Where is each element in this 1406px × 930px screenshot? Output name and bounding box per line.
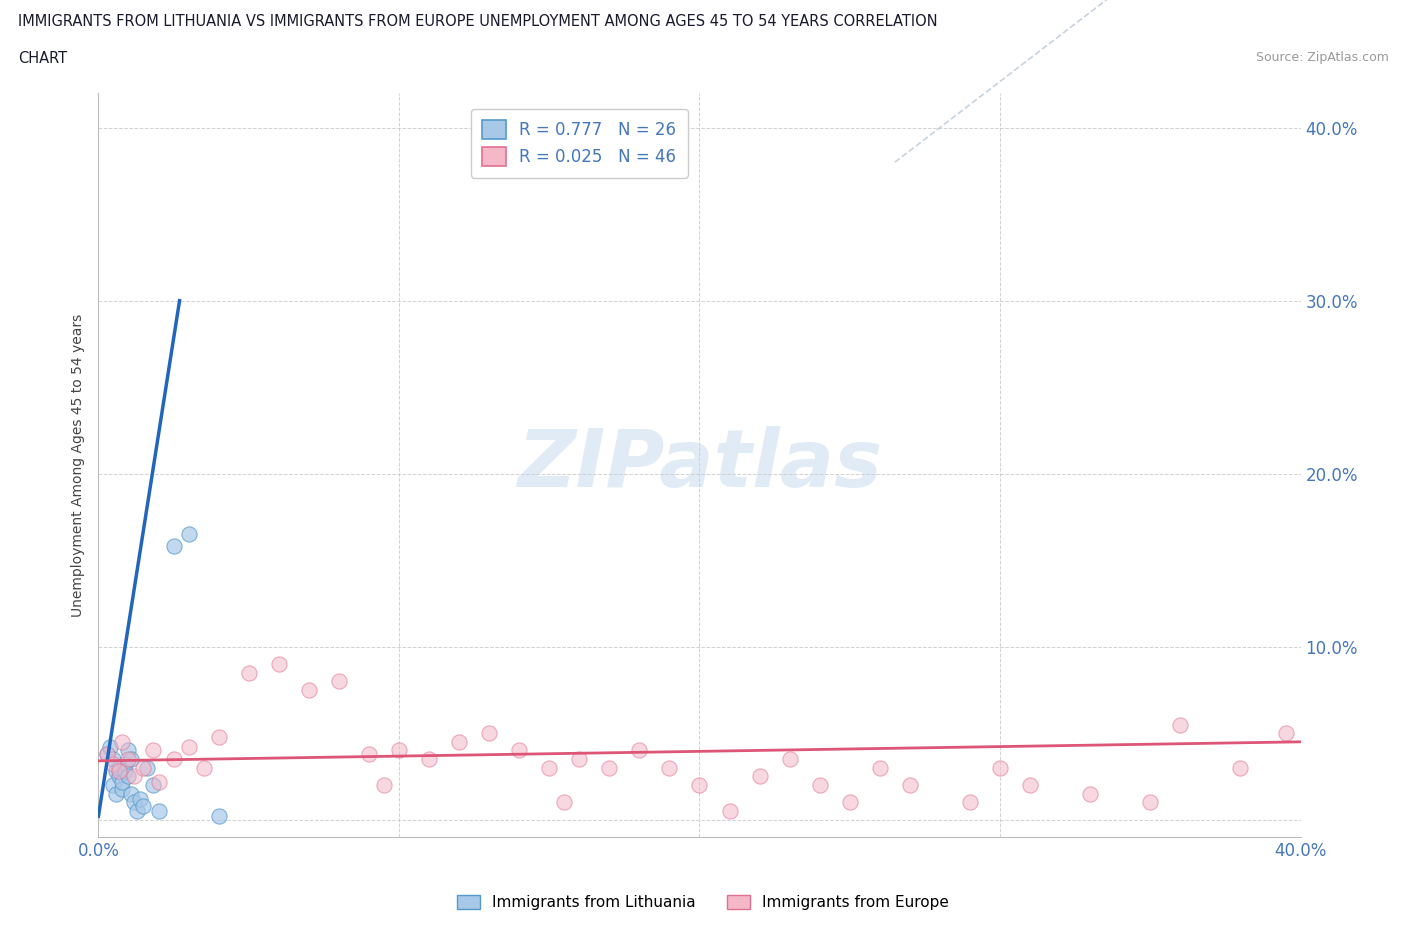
Point xyxy=(108,764,131,778)
Point xyxy=(373,777,395,792)
Point xyxy=(132,799,155,814)
Point xyxy=(105,764,128,778)
Point xyxy=(298,683,321,698)
Point xyxy=(193,761,215,776)
Point xyxy=(208,809,231,824)
Point xyxy=(177,526,200,541)
Point xyxy=(108,769,131,784)
Point xyxy=(105,786,128,801)
Point xyxy=(1078,786,1101,801)
Point xyxy=(124,769,146,784)
Point xyxy=(1019,777,1042,792)
Y-axis label: Unemployment Among Ages 45 to 54 years: Unemployment Among Ages 45 to 54 years xyxy=(72,313,86,617)
Point xyxy=(124,795,146,810)
Point xyxy=(388,743,411,758)
Point xyxy=(103,751,125,766)
Text: Source: ZipAtlas.com: Source: ZipAtlas.com xyxy=(1256,51,1389,64)
Point xyxy=(418,751,440,766)
Point xyxy=(162,538,184,553)
Point xyxy=(111,774,134,789)
Point xyxy=(121,786,143,801)
Text: IMMIGRANTS FROM LITHUANIA VS IMMIGRANTS FROM EUROPE UNEMPLOYMENT AMONG AGES 45 T: IMMIGRANTS FROM LITHUANIA VS IMMIGRANTS … xyxy=(18,14,938,29)
Point xyxy=(111,735,134,750)
Point xyxy=(129,791,152,806)
Point xyxy=(96,747,118,762)
Point xyxy=(177,739,200,754)
Point xyxy=(103,757,125,772)
Point xyxy=(141,777,163,792)
Point xyxy=(108,761,131,776)
Text: CHART: CHART xyxy=(18,51,67,66)
Point xyxy=(208,729,231,744)
Point xyxy=(114,764,136,778)
Point xyxy=(869,761,891,776)
Legend: R = 0.777   N = 26, R = 0.025   N = 46: R = 0.777 N = 26, R = 0.025 N = 46 xyxy=(471,109,688,178)
Text: ZIPatlas: ZIPatlas xyxy=(517,426,882,504)
Point xyxy=(959,795,981,810)
Point xyxy=(148,804,170,818)
Point xyxy=(1170,717,1192,732)
Point xyxy=(141,743,163,758)
Point xyxy=(808,777,831,792)
Point xyxy=(267,657,290,671)
Point xyxy=(1229,761,1251,776)
Point xyxy=(117,743,139,758)
Point xyxy=(898,777,921,792)
Point xyxy=(598,761,620,776)
Legend: Immigrants from Lithuania, Immigrants from Europe: Immigrants from Lithuania, Immigrants fr… xyxy=(450,887,956,918)
Point xyxy=(838,795,860,810)
Point xyxy=(447,735,470,750)
Point xyxy=(127,804,149,818)
Point xyxy=(748,769,770,784)
Point xyxy=(117,751,139,766)
Point xyxy=(328,674,350,689)
Point xyxy=(988,761,1011,776)
Point xyxy=(689,777,711,792)
Point xyxy=(779,751,801,766)
Point xyxy=(718,804,741,818)
Point xyxy=(162,751,184,766)
Point xyxy=(508,743,530,758)
Point xyxy=(103,777,125,792)
Point xyxy=(114,757,136,772)
Point xyxy=(553,795,575,810)
Point xyxy=(148,774,170,789)
Point xyxy=(568,751,591,766)
Point xyxy=(117,769,139,784)
Point xyxy=(135,761,157,776)
Point xyxy=(238,665,260,680)
Point xyxy=(357,747,380,762)
Point xyxy=(658,761,681,776)
Point xyxy=(100,739,122,754)
Point xyxy=(132,761,155,776)
Point xyxy=(121,751,143,766)
Point xyxy=(111,781,134,796)
Point xyxy=(1139,795,1161,810)
Point xyxy=(538,761,561,776)
Point xyxy=(1274,725,1296,740)
Point xyxy=(628,743,651,758)
Point xyxy=(96,747,118,762)
Point xyxy=(478,725,501,740)
